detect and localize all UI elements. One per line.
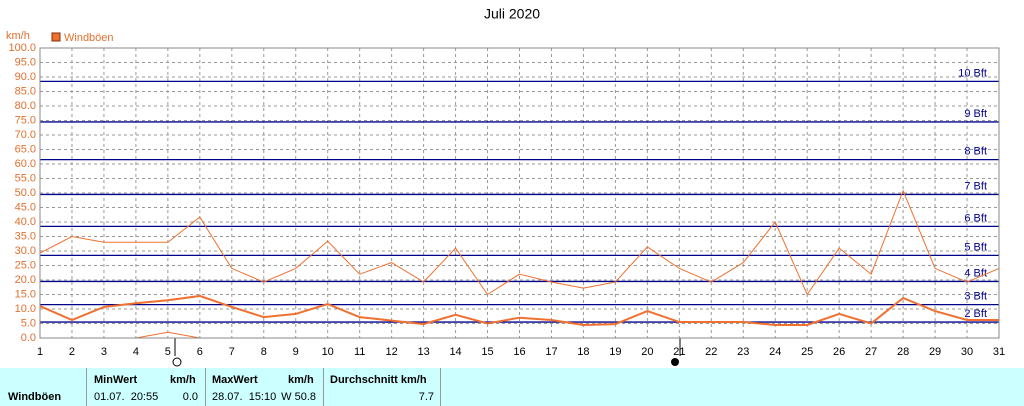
x-tick-label: 23 xyxy=(737,346,749,358)
y-tick-label: 70.0 xyxy=(15,129,36,141)
x-tick-label: 31 xyxy=(993,346,1005,358)
x-tick-label: 12 xyxy=(386,346,398,358)
x-tick-label: 13 xyxy=(417,346,429,358)
x-tick-label: 22 xyxy=(705,346,717,358)
x-tick-label: 9 xyxy=(293,346,299,358)
header: km/h xyxy=(170,374,196,386)
moon-new xyxy=(172,338,182,367)
chart: Juli 2020 km/h Windböen 0.0 5.0 10.0 15.0 20… xyxy=(6,6,1005,367)
x-tick-label: 11 xyxy=(354,346,365,358)
x-tick-label: 7 xyxy=(229,346,235,358)
y-tick-label: 10.0 xyxy=(15,303,36,315)
legend-label: Windböen xyxy=(64,32,114,44)
cell: W 50.8 xyxy=(281,391,316,403)
y-axis-label: km/h xyxy=(6,30,30,42)
x-tick-label: 24 xyxy=(769,346,781,358)
y-tick-label: 40.0 xyxy=(15,216,36,228)
series-line xyxy=(39,294,999,326)
x-tick-label: 16 xyxy=(513,346,525,358)
y-tick-label: 15.0 xyxy=(15,288,36,300)
y-tick-label: 20.0 xyxy=(15,274,36,286)
y-tick-label: 80.0 xyxy=(15,100,36,112)
x-tick-label: 10 xyxy=(322,346,334,358)
y-tick-label: 35.0 xyxy=(15,230,36,242)
bft-label: 5 Bft xyxy=(964,241,987,253)
x-tick-label: 19 xyxy=(609,346,621,358)
y-tick-label: 45.0 xyxy=(15,201,36,213)
x-tick-label: 17 xyxy=(545,346,557,358)
row-label: Windböen xyxy=(8,391,62,403)
x-tick-label: 1 xyxy=(37,346,43,358)
x-tick-label: 6 xyxy=(197,346,203,358)
moon-full xyxy=(671,338,681,366)
y-tick-label: 100.0 xyxy=(8,42,36,54)
header: MaxWert xyxy=(212,374,258,386)
y-tick-label: 60.0 xyxy=(15,158,36,170)
bft-label: 9 Bft xyxy=(964,108,987,120)
header: km/h xyxy=(288,374,314,386)
y-tick-label: 75.0 xyxy=(15,114,36,126)
y-tick-label: 0.0 xyxy=(21,332,36,344)
x-tick-label: 5 xyxy=(165,346,171,358)
y-tick-label: 25.0 xyxy=(15,259,36,271)
y-tick-label: 55.0 xyxy=(15,172,36,184)
x-tick-label: 15 xyxy=(481,346,493,358)
y-tick-label: 90.0 xyxy=(15,71,36,83)
bft-label: 6 Bft xyxy=(964,212,987,224)
bft-label: 7 Bft xyxy=(964,180,987,192)
bft-label: 3 Bft xyxy=(964,291,987,303)
x-tick-label: 28 xyxy=(897,346,909,358)
cell: 0.0 xyxy=(182,391,198,403)
x-tick-label: 29 xyxy=(929,346,941,358)
y-tick-label: 30.0 xyxy=(15,245,36,257)
x-tick-label: 20 xyxy=(641,346,653,358)
cell: 01.07. 20:55 xyxy=(94,391,159,403)
header: MinWert xyxy=(94,374,138,386)
y-tick-label: 65.0 xyxy=(15,143,36,155)
x-tick-label: 3 xyxy=(101,346,107,358)
cell: 28.07. 15:10 xyxy=(212,391,277,403)
x-tick-label: 21 xyxy=(673,346,685,358)
x-tick-label: 18 xyxy=(577,346,589,358)
y-tick-label: 50.0 xyxy=(15,187,36,199)
x-tick-label: 8 xyxy=(261,346,267,358)
x-tick-label: 25 xyxy=(801,346,813,358)
x-tick-label: 30 xyxy=(961,346,973,358)
legend-swatch xyxy=(51,32,61,42)
series-line xyxy=(39,189,1000,296)
plot-area xyxy=(39,47,1000,339)
x-tick-label: 27 xyxy=(865,346,877,358)
x-tick-label: 26 xyxy=(833,346,845,358)
bft-label: 8 Bft xyxy=(964,146,987,158)
x-tick-label: 2 xyxy=(69,346,75,358)
y-tick-label: 85.0 xyxy=(15,85,36,97)
bft-label: 10 Bft xyxy=(958,67,987,79)
cell: 7.7 xyxy=(418,391,434,403)
chart-title: Juli 2020 xyxy=(484,6,540,22)
y-tick-label: 5.0 xyxy=(21,317,36,329)
header: Durchschnitt km/h xyxy=(330,374,427,386)
x-tick-label: 14 xyxy=(449,346,461,358)
x-tick-label: 4 xyxy=(133,346,139,358)
summary-table: Windböen MinWert km/h MaxWert km/h Durch… xyxy=(0,368,1024,406)
y-tick-label: 95.0 xyxy=(15,56,36,68)
bft-label: 2 Bft xyxy=(964,308,987,320)
bft-label: 4 Bft xyxy=(964,267,987,279)
